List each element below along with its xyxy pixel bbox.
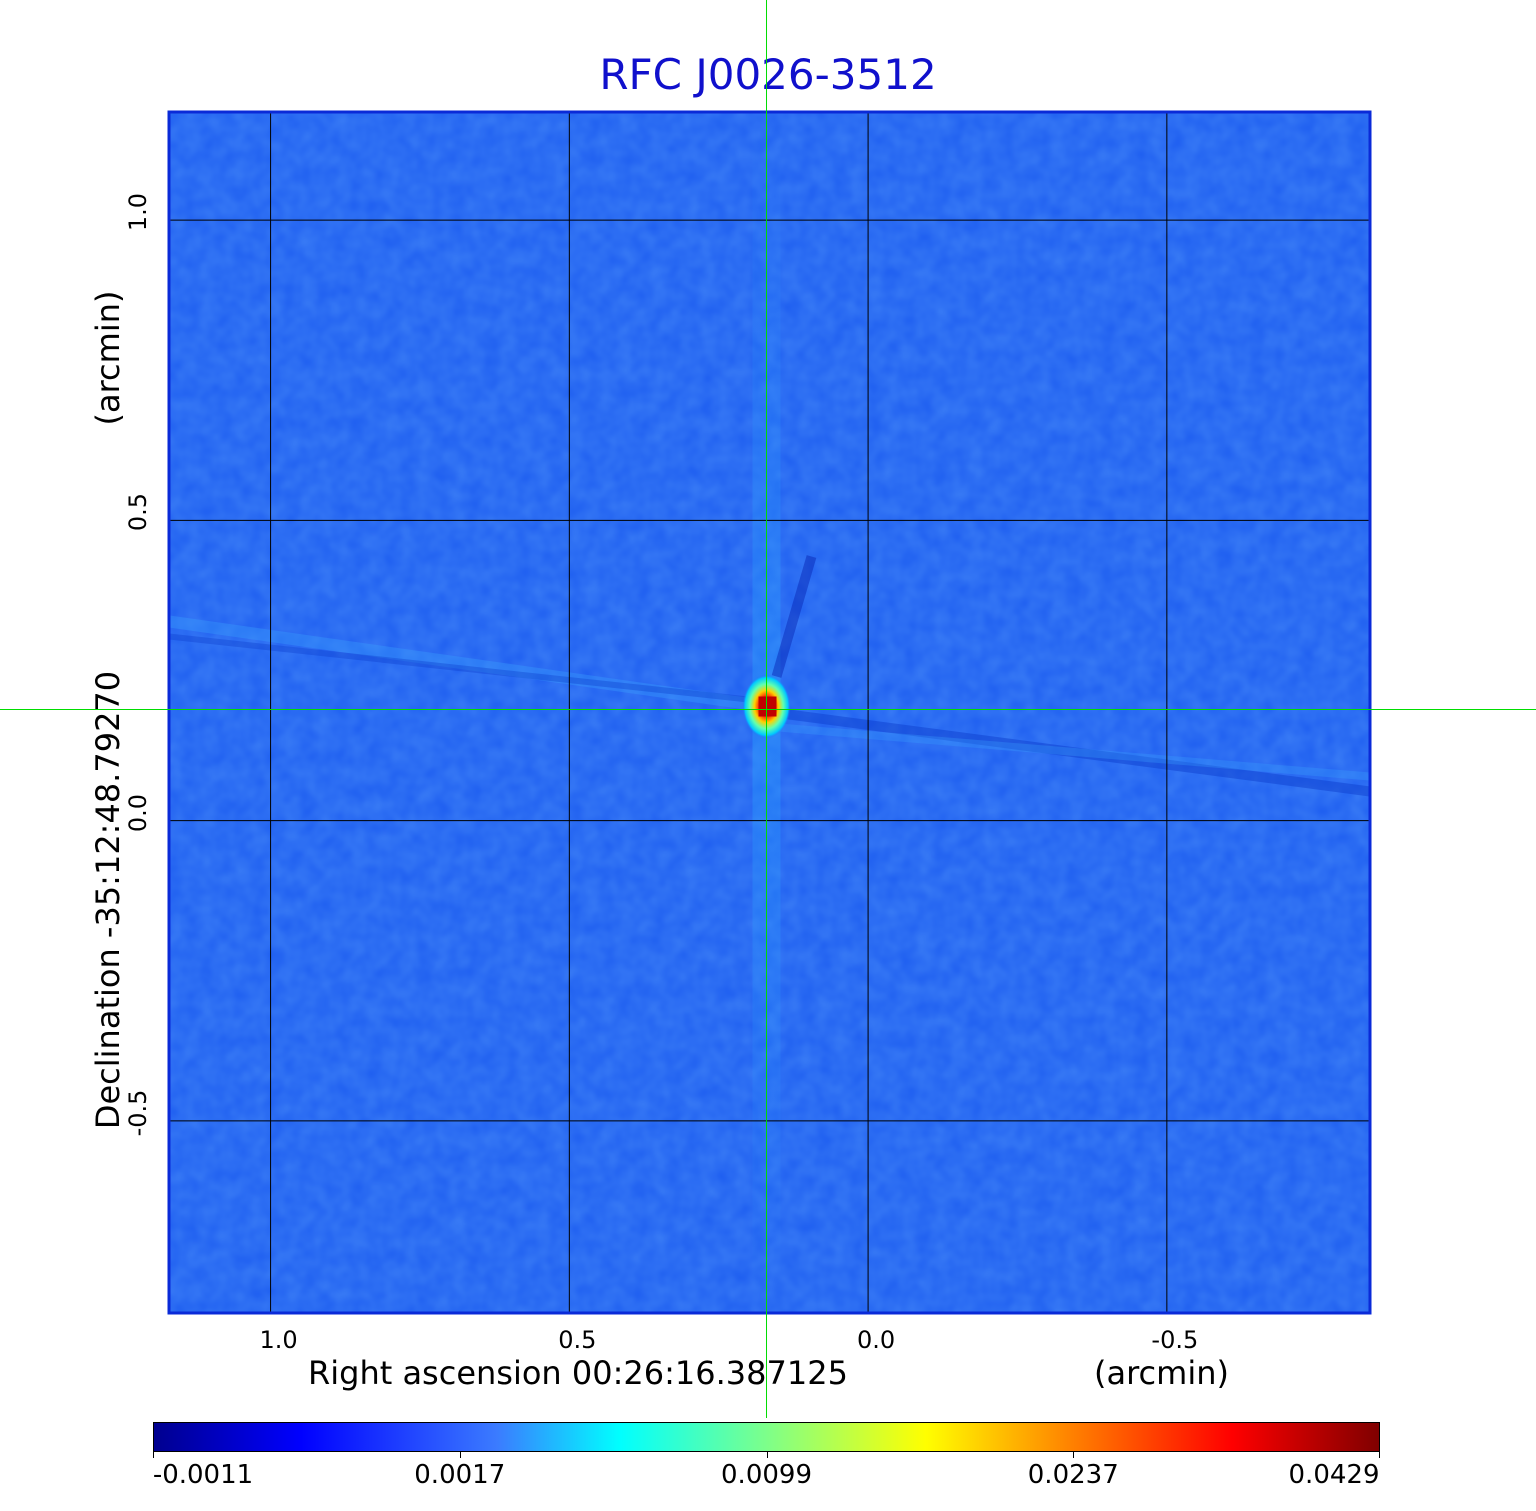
grid-lines [167,110,1372,1315]
x-axis-label: Right ascension 00:26:16.387125 [308,1354,848,1392]
peak-core [758,696,777,717]
y-axis-label: Declination -35:12:48.79270 [89,670,127,1130]
colorbar-tick-label: -0.0011 [152,1460,254,1490]
sidelobe-left-dark [168,633,767,705]
sidelobe-upper-dark [771,555,817,678]
colorbar-tick [766,1452,768,1458]
colorbar-tick-label: 0.0099 [721,1460,812,1490]
x-tick-label: 0.5 [558,1326,597,1354]
colorbar-tick-label: 0.0237 [1027,1460,1119,1490]
chart-title: RFC J0026-3512 [599,50,937,99]
colorbar-tick [1379,1452,1380,1458]
sidelobe-right-dark [765,706,1371,797]
colorbar-tick-label: 0.0017 [414,1460,506,1490]
y-tick-label: 0.0 [124,793,152,832]
y-axis-unit: (arcmin) [89,290,127,426]
x-tick-label: 1.0 [259,1326,298,1354]
crosshair [0,0,1536,1418]
y-tick-label: 0.5 [124,493,152,532]
y-tick-label: 1.0 [124,192,152,232]
plot-frame [167,110,1372,1315]
x-tick-label: 0.0 [856,1326,896,1354]
colorbar [153,1422,1380,1452]
sidelobe-right [766,722,1371,781]
colorbar-tick-label: 0.0429 [1288,1460,1380,1490]
colorbar-tick [1073,1452,1075,1458]
x-tick-label: -0.5 [1151,1326,1199,1354]
y-tick-label: -0.5 [124,1089,152,1137]
x-axis-unit: (arcmin) [1094,1354,1229,1392]
colorbar-tick [459,1452,461,1458]
sidelobe-left [168,615,768,713]
colorbar-tick [153,1452,154,1458]
